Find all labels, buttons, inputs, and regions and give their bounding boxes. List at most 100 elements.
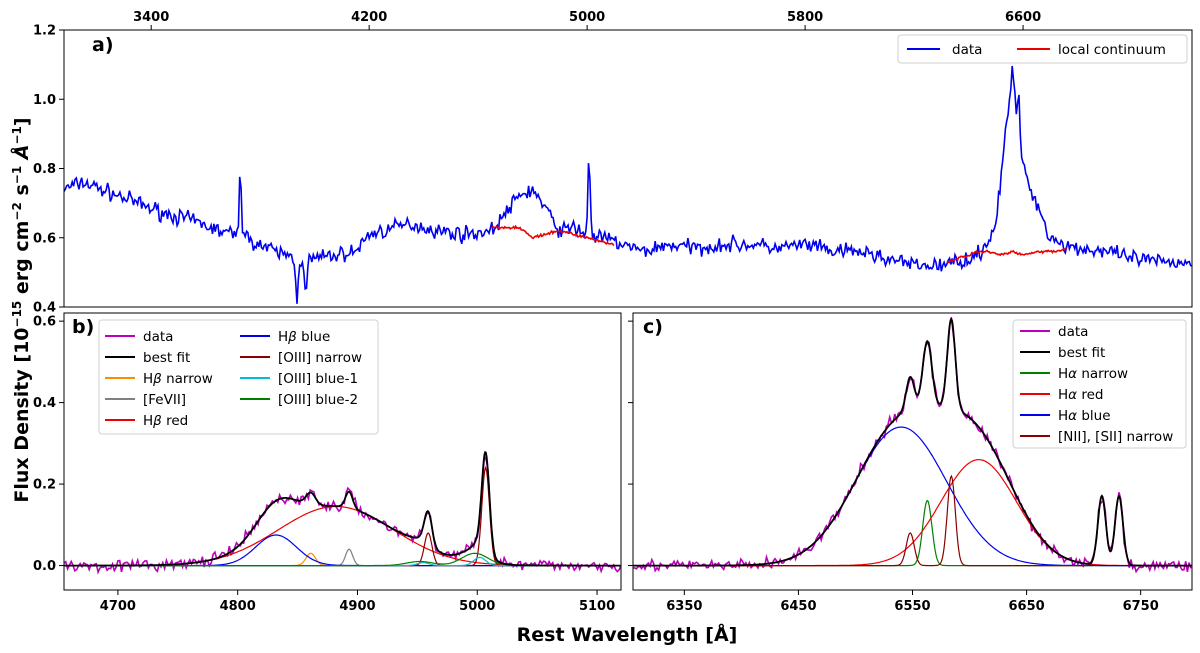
panel-c-xtick-label: 6350 xyxy=(666,599,702,614)
panel-a-ytick-label: 1.0 xyxy=(33,93,56,108)
legend-b-hbred-label: Hβ red xyxy=(143,413,188,429)
panel-b-xtick-label: 4700 xyxy=(100,599,136,614)
legend-b-hbnarrow-rest: narrow xyxy=(162,371,213,387)
panel-c-xtick-label: 6750 xyxy=(1123,599,1159,614)
panel-a-frame xyxy=(63,29,1193,308)
legend-c-hanarrow-label: Hα narrow xyxy=(1058,366,1128,382)
panel-a-ytick-label: 0.6 xyxy=(33,231,56,246)
legend-c-hablue-rest: blue xyxy=(1077,408,1110,424)
y-axis-label-main: Flux Density [10 xyxy=(11,327,33,502)
panel-b-ytick-label: 0.6 xyxy=(33,315,56,330)
panel-c-xtick-label: 6650 xyxy=(1008,599,1044,614)
legend-c-bestfit-label: best fit xyxy=(1058,345,1105,361)
panel-a-ytick-label: 1.2 xyxy=(33,24,56,39)
legend-b-oiiiblue1-label: [OIII] blue-1 xyxy=(278,371,358,387)
legend-c-hanarrow-h: H xyxy=(1058,366,1068,382)
panel-b: b) 4700 4800 4900 5000 5100 0.0 0.2 0.4 0.6 data… xyxy=(33,312,622,614)
y-axis-label-s: s xyxy=(11,184,33,202)
panel-a: a) 0.4 0.6 0.8 1.0 1.2 3400 4200 5000 5800 6600 d… xyxy=(33,10,1193,316)
legend-c-hablue-h: H xyxy=(1058,408,1068,424)
panel-c-xtick-label: 6550 xyxy=(894,599,930,614)
legend-c-hared-greek: α xyxy=(1068,387,1077,403)
legend-b-oiiinarrow-label: [OIII] narrow xyxy=(278,350,362,366)
legend-b-hbblue-h: H xyxy=(278,329,288,345)
legend-b-hbblue-greek: β xyxy=(287,329,297,345)
y-axis-label: Flux Density [10−15 erg cm−2 s−1 Å−1] xyxy=(9,117,33,502)
panel-c-bestfit-line xyxy=(633,317,1192,567)
legend-c-hablue-greek: α xyxy=(1068,408,1077,424)
legend-a-data-label: data xyxy=(952,42,982,58)
panel-a-legend: data local continuum xyxy=(897,34,1188,64)
legend-c-niisii-label: [NII], [SII] narrow xyxy=(1058,429,1173,445)
y-axis-label-angstrom: Å xyxy=(9,144,33,165)
legend-c-data-label: data xyxy=(1058,324,1088,340)
panel-a-toptick-label: 3400 xyxy=(133,10,169,25)
panel-b-legend-box xyxy=(98,319,379,435)
y-axis-label-a-exp: −1 xyxy=(10,126,24,144)
panel-c-legend: data best fit Hα narrow Hα red Hα blue [… xyxy=(1012,319,1187,449)
panel-b-legend: data best fit Hβ narrow [FeVII] Hβ red H… xyxy=(98,319,379,435)
panel-b-ticks: 4700 4800 4900 5000 5100 0.0 0.2 0.4 0.6 xyxy=(33,315,615,614)
panel-a-toptick-label: 5000 xyxy=(569,10,605,25)
legend-c-hanarrow-greek: α xyxy=(1068,366,1077,382)
panel-b-bestfit-line xyxy=(64,450,621,567)
legend-b-hbred-h: H xyxy=(143,413,153,429)
panel-c-plot-area xyxy=(633,317,1192,574)
legend-b-hbnarrow-greek: β xyxy=(152,371,162,387)
panel-b-xtick-label: 4900 xyxy=(339,599,375,614)
y-axis-label-unit: erg cm xyxy=(11,221,33,301)
panel-b-component-2 xyxy=(64,505,621,567)
panel-b-ytick-label: 0.2 xyxy=(33,478,56,493)
panel-a-continuum-line-0 xyxy=(491,224,615,247)
legend-b-hbnarrow-label: Hβ narrow xyxy=(143,371,213,387)
legend-c-hared-rest: red xyxy=(1077,387,1103,403)
panel-a-continuum-line-1 xyxy=(946,247,1067,264)
panel-c-ticks: 6350 6450 6550 6650 6750 xyxy=(628,320,1159,614)
panel-a-toptick-label: 5800 xyxy=(787,10,823,25)
legend-a-continuum-label: local continuum xyxy=(1058,42,1166,58)
panel-b-xtick-label: 5000 xyxy=(459,599,495,614)
panel-b-frame xyxy=(63,312,622,591)
legend-c-hanarrow-rest: narrow xyxy=(1077,366,1128,382)
panel-a-toptick-label: 6600 xyxy=(1005,10,1041,25)
panel-c-xtick-label: 6450 xyxy=(780,599,816,614)
panel-c-component-3 xyxy=(633,474,1192,567)
panel-c-label: c) xyxy=(643,316,663,338)
panel-b-component-4 xyxy=(64,465,621,567)
panel-a-label: a) xyxy=(92,34,114,56)
panel-c-legend-box xyxy=(1012,319,1187,449)
y-axis-label-cm-exp: −2 xyxy=(10,202,24,220)
panel-b-ytick-label: 0.4 xyxy=(33,396,56,411)
panel-c-component-1 xyxy=(633,458,1192,567)
legend-b-hbnarrow-h: H xyxy=(143,371,153,387)
panel-b-ytick-label: 0.0 xyxy=(33,559,56,574)
legend-b-bestfit-label: best fit xyxy=(143,350,190,366)
legend-c-hared-h: H xyxy=(1058,387,1068,403)
legend-c-hablue-label: Hα blue xyxy=(1058,408,1111,424)
legend-b-oiiiblue2-label: [OIII] blue-2 xyxy=(278,392,358,408)
legend-c-hared-label: Hα red xyxy=(1058,387,1103,403)
panel-b-label: b) xyxy=(72,316,94,338)
panel-b-data-line xyxy=(64,452,621,575)
legend-b-hbblue-label: Hβ blue xyxy=(278,329,330,345)
x-axis-label: Rest Wavelength [Å] xyxy=(517,622,738,646)
y-axis-label-close: ] xyxy=(11,117,33,126)
legend-b-hbred-greek: β xyxy=(152,413,162,429)
legend-b-data-label: data xyxy=(143,329,173,345)
panel-a-plot-area xyxy=(64,65,1192,304)
legend-b-hbred-rest: red xyxy=(162,413,188,429)
y-axis-label-exp: −15 xyxy=(10,301,24,328)
legend-b-hbblue-rest: blue xyxy=(297,329,330,345)
y-axis-label-s-exp: −1 xyxy=(10,166,24,184)
panel-b-xtick-label: 5100 xyxy=(579,599,615,614)
panel-a-ytick-label: 0.8 xyxy=(33,162,56,177)
panel-a-ytick-label: 0.4 xyxy=(33,301,56,316)
panel-b-xtick-label: 4800 xyxy=(220,599,256,614)
legend-b-fevii-label: [FeVII] xyxy=(143,392,186,408)
panel-c: c) 6350 6450 6550 6650 6750 data best fit Hα… xyxy=(628,312,1193,614)
panel-b-plot-area xyxy=(64,450,621,575)
panel-a-data-line xyxy=(64,65,1192,304)
panel-a-ticks: 0.4 0.6 0.8 1.0 1.2 3400 4200 5000 5800 6600 xyxy=(33,10,1041,316)
panel-a-toptick-label: 4200 xyxy=(351,10,387,25)
